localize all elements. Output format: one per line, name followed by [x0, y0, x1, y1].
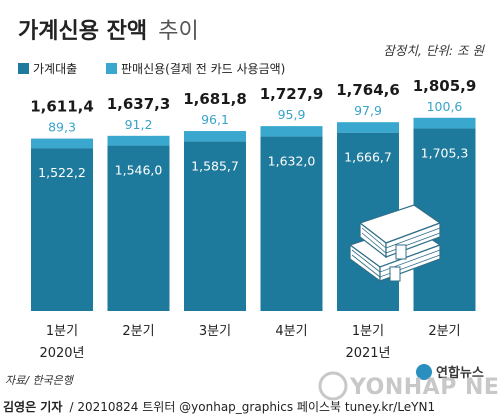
- chart-title-sub: 추이: [158, 19, 198, 44]
- credits-line: / 20210824 트위터 @yonhap_graphics 페이스북 tun…: [69, 400, 435, 414]
- bar-sales-credit: [337, 122, 399, 133]
- footer-credits: 김영은 기자 / 20210824 트위터 @yonhap_graphics 페…: [3, 396, 435, 415]
- data-label-loans: 1,522,2: [38, 165, 86, 180]
- data-label-loans: 1,666,7: [344, 150, 392, 165]
- x-tick-label: 2분기: [428, 324, 460, 339]
- watermark-text: YONHAP NEWS: [349, 375, 500, 400]
- credit-label-bg: [337, 97, 399, 122]
- data-label-total: 1,637,3: [107, 95, 171, 113]
- bar-loans: [31, 148, 93, 311]
- chart-title: 가계신용 잔액 추이: [18, 19, 199, 44]
- data-label-sales-credit: 89,3: [48, 120, 76, 135]
- legend-swatch-loans: [18, 63, 29, 74]
- data-label-total: 1,764,6: [336, 81, 400, 99]
- watermark-logo-icon: [318, 371, 348, 401]
- data-label-loans: 1,632,0: [268, 153, 316, 168]
- chart-title-main: 가계신용 잔액: [18, 19, 147, 44]
- brand-watermark: 연합뉴스 YONHAP NEWS: [318, 364, 500, 401]
- bar-sales-credit: [260, 126, 323, 137]
- data-label-sales-credit: 97,9: [354, 103, 382, 118]
- bar-sales-credit: [413, 117, 476, 129]
- legend-label-credit: 판매신용(결제 전 카드 사용금액): [121, 62, 285, 76]
- year-label: 2020년: [39, 346, 84, 361]
- credit-label-bg: [184, 106, 246, 131]
- x-tick-label: 4분기: [275, 324, 307, 339]
- unit-note: 잠정치, 단위: 조 원: [383, 43, 485, 58]
- data-label-sales-credit: 96,1: [201, 112, 229, 127]
- author-name: 김영은 기자: [3, 399, 62, 414]
- data-label-loans: 1,585,7: [191, 158, 239, 173]
- year-label: 2021년: [345, 346, 390, 361]
- x-tick-label: 1분기: [46, 324, 78, 339]
- brand-name: 연합뉴스: [436, 365, 484, 381]
- bar-loans: [260, 136, 323, 311]
- data-label-total: 1,681,8: [183, 90, 247, 108]
- data-label-loans: 1,705,3: [421, 146, 469, 161]
- x-tick-label: 2분기: [122, 324, 154, 339]
- data-label-sales-credit: 95,9: [278, 107, 306, 122]
- data-label-sales-credit: 91,2: [125, 117, 153, 132]
- credit-label-bg: [107, 110, 170, 135]
- data-label-sales-credit: 100,6: [427, 99, 463, 114]
- credit-label-bg: [31, 113, 93, 138]
- credit-label-bg: [413, 92, 476, 117]
- bar-sales-credit: [184, 131, 246, 142]
- data-label-total: 1,727,9: [260, 85, 324, 103]
- legend: 가계대출 판매신용(결제 전 카드 사용금액): [18, 62, 285, 76]
- legend-swatch-credit: [106, 63, 117, 74]
- data-label-total: 1,611,4: [30, 98, 94, 116]
- bar-loans: [184, 141, 246, 311]
- bar-loans: [107, 145, 170, 311]
- legend-label-loans: 가계대출: [33, 62, 77, 76]
- source-note: 자료/ 한국은행: [5, 374, 75, 387]
- bar-sales-credit: [31, 138, 93, 149]
- data-label-loans: 1,546,0: [115, 163, 163, 178]
- bars-layer: 89,3 1,611,4 1,522,2 1분기 91,2 1,637,3 1,546,0 2…: [30, 77, 476, 361]
- data-label-total: 1,805,9: [413, 77, 477, 95]
- brand-logo-icon: [416, 364, 432, 380]
- bar-sales-credit: [107, 135, 170, 146]
- x-tick-label: 3분기: [199, 324, 231, 339]
- credit-label-bg: [260, 101, 323, 126]
- x-tick-label: 1분기: [352, 324, 384, 339]
- money-stack-illustration: [348, 204, 442, 283]
